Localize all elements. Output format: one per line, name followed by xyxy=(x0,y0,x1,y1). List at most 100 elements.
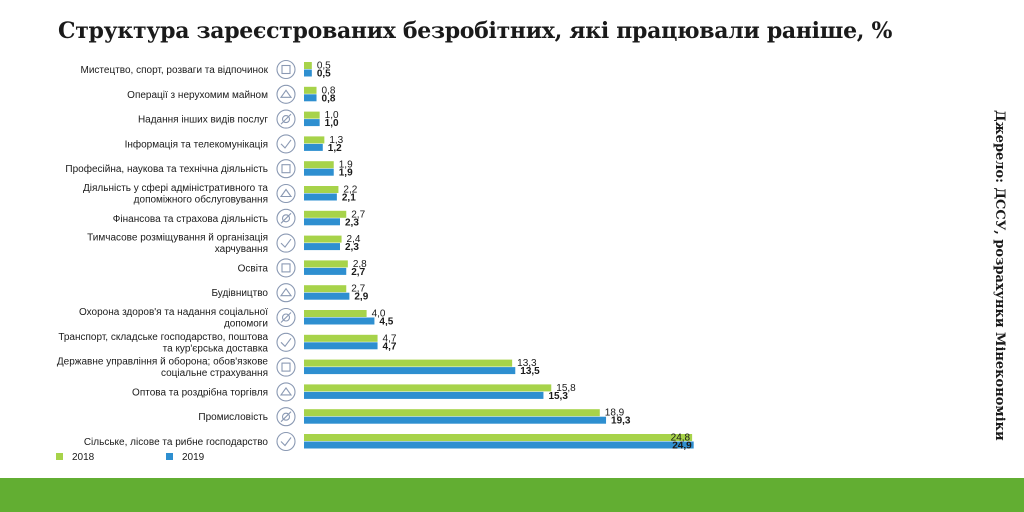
bar-2019 xyxy=(304,119,320,127)
bar-2019 xyxy=(304,342,378,350)
bar-2019 xyxy=(304,416,607,424)
construction-icon xyxy=(276,283,296,303)
bar-2019 xyxy=(304,441,694,449)
healthcare-icon xyxy=(276,307,296,328)
category-label: Операції з нерухомим майном xyxy=(127,90,268,101)
category-label: Діяльність у сфері адміністративного та д… xyxy=(83,182,268,206)
bar-2018 xyxy=(304,86,317,94)
agriculture-icon xyxy=(276,431,296,452)
bar-2018 xyxy=(304,310,367,317)
value-label-2018: 1,9 xyxy=(339,160,353,171)
category-label: Освіта xyxy=(238,263,269,274)
value-label-2019: 4,7 xyxy=(383,341,397,352)
bar-2019 xyxy=(304,367,516,375)
bar-2019 xyxy=(304,143,323,151)
category-label: Сільське, лісове та рибне господарство xyxy=(84,436,269,448)
category-label: Тимчасове розміщування й організація харч… xyxy=(87,233,268,256)
bar-2018 xyxy=(304,359,513,367)
value-label-2019: 1,9 xyxy=(339,168,353,179)
industry-icon xyxy=(276,407,296,427)
bar-2019 xyxy=(304,218,340,226)
value-label-2018: 13,3 xyxy=(517,358,537,369)
admin-icon xyxy=(276,183,296,204)
value-label-2018: 0,8 xyxy=(322,85,336,96)
value-label-2019: 24,9 xyxy=(672,441,692,452)
value-label-2019: 15,3 xyxy=(548,391,568,402)
bar-2018 xyxy=(304,409,600,417)
value-label-2018: 2,7 xyxy=(351,284,365,295)
legend-label-2019: 2019 xyxy=(182,452,205,463)
value-label-2018: 1,0 xyxy=(325,110,339,121)
trade-icon xyxy=(276,382,296,402)
category-label: Державне управління й оборона; обов'язко… xyxy=(57,356,269,380)
real-estate-icon xyxy=(276,84,296,104)
category-label: Будівництво xyxy=(211,288,268,299)
bar-2018 xyxy=(304,210,347,218)
category-label: Транспорт, складське господарство, пошто… xyxy=(58,332,268,355)
transport-icon xyxy=(276,332,296,352)
bar-2018 xyxy=(304,285,347,293)
telecom-icon xyxy=(276,134,296,154)
bar-2018 xyxy=(304,235,342,243)
value-label-2019: 0,8 xyxy=(322,93,336,104)
bar-2018 xyxy=(304,260,348,268)
legend-swatch-2019 xyxy=(166,453,173,460)
legend-label-2018: 2018 xyxy=(72,452,95,463)
value-label-2019: 2,3 xyxy=(345,242,359,253)
value-label-2019: 2,7 xyxy=(351,267,365,278)
bar-chart: Мистецтво, спорт, розваги та відпочинок 0… xyxy=(56,59,694,463)
chart-title: Структура зареєстрованих безробітних, як… xyxy=(58,18,893,44)
bar-2018 xyxy=(304,136,325,144)
category-label: Професійна, наукова та технічна діяльніс… xyxy=(65,163,268,175)
services-icon xyxy=(276,109,296,129)
bar-2019 xyxy=(304,391,544,399)
value-label-2018: 2,2 xyxy=(343,185,357,196)
value-label-2019: 4,5 xyxy=(379,317,393,328)
bar-2019 xyxy=(304,193,337,201)
value-label-2019: 2,1 xyxy=(342,193,356,204)
bar-2018 xyxy=(304,111,320,119)
finance-icon xyxy=(276,208,296,228)
bar-2019 xyxy=(304,168,334,176)
value-label-2018: 15,8 xyxy=(556,383,576,394)
footer-band xyxy=(0,478,1024,512)
bar-2018 xyxy=(304,186,339,193)
value-label-2018: 4,0 xyxy=(372,309,386,320)
legend-swatch-2018 xyxy=(56,453,63,460)
value-label-2018: 0,5 xyxy=(317,61,331,72)
bar-2018 xyxy=(304,334,378,342)
value-label-2019: 13,5 xyxy=(520,366,540,377)
value-label-2018: 4,7 xyxy=(383,333,397,344)
catering-icon xyxy=(276,233,296,253)
theater-icon xyxy=(276,59,296,80)
value-label-2018: 24,8 xyxy=(671,433,691,444)
value-label-2019: 19,3 xyxy=(611,416,631,427)
education-icon xyxy=(276,258,296,278)
value-label-2018: 2,7 xyxy=(351,209,365,220)
bar-2019 xyxy=(304,292,350,300)
bar-2019 xyxy=(304,94,317,102)
category-label: Мистецтво, спорт, розваги та відпочинок xyxy=(81,65,269,76)
value-label-2018: 18,9 xyxy=(605,408,625,419)
government-icon xyxy=(276,357,296,377)
value-label-2019: 1,2 xyxy=(328,143,342,154)
value-label-2019: 0,5 xyxy=(317,69,331,80)
bar-2019 xyxy=(304,243,340,251)
category-label: Охорона здоров'я та надання соціальної до… xyxy=(79,307,268,330)
category-label: Промисловість xyxy=(198,412,268,423)
category-label: Надання інших видів послуг xyxy=(138,115,268,126)
value-label-2018: 1,3 xyxy=(329,135,343,146)
value-label-2018: 2,8 xyxy=(353,259,367,270)
value-label-2019: 1,0 xyxy=(325,118,339,129)
value-label-2018: 2,4 xyxy=(347,234,361,245)
bar-2019 xyxy=(304,69,312,77)
bar-2018 xyxy=(304,434,693,441)
bar-2018 xyxy=(304,62,312,69)
category-label: Інформація та телекомунікація xyxy=(125,138,268,150)
source-note: Джерело: ДССУ, розрахунки Мінекономіки xyxy=(992,110,1007,441)
category-label: Фінансова та страхова діяльність xyxy=(113,214,268,225)
bar-2018 xyxy=(304,161,334,169)
bar-2019 xyxy=(304,267,347,275)
bar-2019 xyxy=(304,317,375,325)
category-label: Оптова та роздрібна торгівля xyxy=(132,386,268,398)
